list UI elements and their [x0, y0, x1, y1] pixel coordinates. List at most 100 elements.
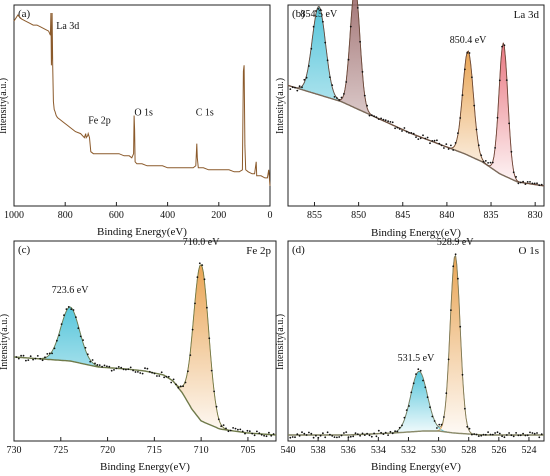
- chart-title: La 3d: [514, 9, 540, 21]
- data-point: [398, 426, 401, 429]
- data-point: [403, 416, 406, 419]
- data-point: [196, 276, 199, 279]
- data-point: [46, 353, 49, 355]
- data-point: [452, 265, 455, 268]
- data-point: [475, 128, 478, 131]
- data-point: [457, 132, 459, 135]
- data-point: [177, 386, 180, 389]
- plot-frame: [13, 240, 277, 442]
- data-point: [296, 433, 299, 436]
- data-point: [356, 7, 359, 9]
- x-axis-label: Binding Energy(eV): [97, 226, 187, 238]
- data-point: [110, 369, 113, 372]
- data-point: [480, 434, 483, 437]
- data-point: [424, 386, 427, 389]
- data-point: [22, 354, 25, 357]
- x-tick-label: 835: [484, 210, 499, 221]
- x-tick-label: 528: [461, 445, 476, 456]
- data-point: [366, 104, 368, 107]
- data-point: [213, 390, 216, 393]
- data-point: [227, 430, 230, 433]
- x-tick-label: 725: [53, 445, 68, 456]
- data-point: [315, 434, 317, 437]
- x-tick-label: 400: [160, 210, 175, 221]
- data-point: [263, 434, 265, 437]
- data-point: [67, 306, 70, 308]
- data-point: [391, 121, 394, 124]
- data-point: [401, 130, 403, 132]
- data-point: [182, 385, 185, 388]
- data-point: [503, 44, 506, 47]
- data-point: [440, 144, 443, 147]
- data-point: [322, 20, 324, 23]
- data-point: [165, 375, 168, 378]
- data-point: [368, 114, 371, 117]
- data-point: [517, 182, 520, 185]
- plot-area: 540 538 536 534 532 530 528 526 524 531.5 eV 528.9…: [281, 237, 544, 456]
- data-point: [253, 434, 256, 437]
- data-point: [340, 96, 343, 99]
- data-point: [438, 142, 441, 145]
- x-axis-label: Binding Energy(eV): [100, 461, 190, 473]
- plot-frame: [287, 240, 545, 442]
- data-point: [303, 432, 306, 435]
- data-point: [515, 432, 517, 434]
- data-point: [356, 433, 359, 436]
- data-point: [270, 434, 273, 437]
- data-point: [333, 96, 336, 98]
- data-point: [234, 427, 237, 430]
- peak-label: 854.5 eV: [301, 9, 338, 20]
- data-point: [464, 68, 466, 71]
- data-point: [208, 337, 211, 340]
- data-point: [515, 176, 517, 178]
- peak-label: 723.6 eV: [52, 285, 89, 296]
- data-point: [526, 434, 529, 437]
- data-point: [510, 434, 513, 437]
- data-point: [108, 365, 111, 368]
- data-point: [225, 427, 227, 430]
- data-point: [345, 431, 348, 433]
- data-point: [215, 405, 218, 408]
- data-point: [489, 433, 492, 436]
- data-point: [526, 181, 529, 183]
- data-point: [331, 435, 334, 437]
- data-point: [148, 370, 151, 373]
- data-point: [447, 148, 450, 150]
- data-point: [473, 433, 476, 435]
- data-point: [410, 132, 413, 134]
- data-point: [429, 406, 431, 409]
- data-point: [489, 161, 492, 164]
- data-point: [96, 364, 99, 366]
- data-point: [156, 375, 158, 377]
- data-point: [403, 127, 406, 129]
- panel-c: (c) Fe 2p 730 725 720 715 710 705 723.6 eV 710.…: [0, 237, 277, 473]
- data-point: [445, 392, 448, 395]
- data-point: [272, 433, 275, 435]
- x-tick-label: 540: [281, 445, 296, 456]
- data-point: [244, 432, 246, 435]
- data-point: [329, 433, 331, 436]
- data-point: [524, 434, 527, 437]
- data-point: [359, 40, 361, 43]
- data-point: [359, 434, 361, 437]
- data-point: [70, 308, 73, 311]
- data-point: [459, 325, 462, 328]
- data-point: [53, 347, 56, 350]
- data-point: [241, 430, 244, 433]
- data-point: [125, 368, 127, 371]
- data-point: [51, 352, 53, 355]
- data-point: [447, 358, 450, 361]
- fitted-peak-component: [288, 370, 544, 436]
- data-point: [343, 432, 345, 434]
- data-point: [373, 115, 375, 118]
- data-point: [536, 182, 538, 185]
- data-point: [422, 379, 424, 382]
- data-point: [246, 429, 249, 432]
- data-point: [522, 180, 524, 183]
- data-point: [366, 432, 368, 435]
- data-point: [312, 436, 315, 439]
- data-point: [419, 137, 422, 140]
- data-point: [491, 161, 494, 164]
- data-point: [347, 58, 350, 61]
